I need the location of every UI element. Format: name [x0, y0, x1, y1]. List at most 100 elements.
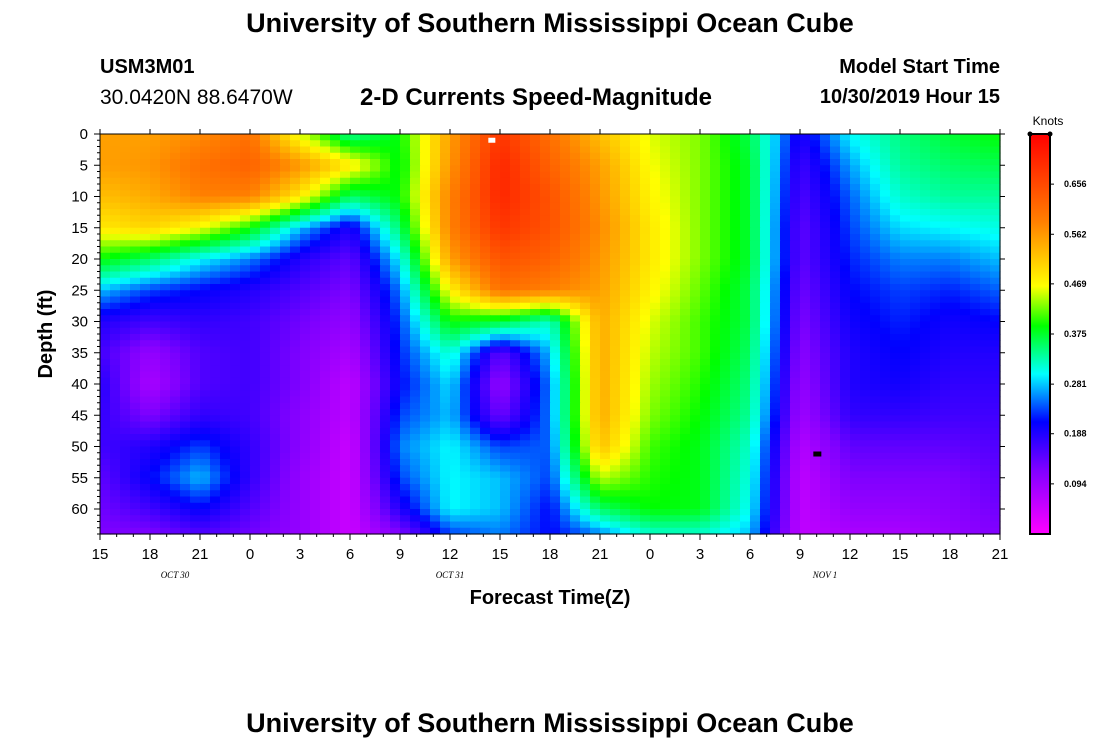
heatmap-cell	[580, 296, 591, 304]
heatmap-cell	[970, 327, 981, 335]
heatmap-cell	[230, 165, 241, 173]
heatmap-cell	[790, 390, 801, 398]
heatmap-cell	[220, 265, 231, 273]
heatmap-cell	[300, 159, 311, 166]
heatmap-cell	[870, 427, 881, 435]
heatmap-cell	[700, 159, 711, 166]
heatmap-cell	[360, 184, 371, 191]
heatmap-cell	[540, 215, 551, 223]
heatmap-cell	[160, 290, 171, 298]
heatmap-cell	[100, 346, 111, 354]
heatmap-cell	[290, 309, 301, 316]
heatmap-cell	[510, 377, 521, 385]
heatmap-cell	[540, 171, 551, 179]
heatmap-cell	[990, 396, 1001, 404]
heatmap-cell	[820, 452, 831, 460]
heatmap-cell	[700, 359, 711, 366]
heatmap-cell	[160, 134, 171, 141]
heatmap-cell	[730, 165, 741, 173]
heatmap-cell	[310, 427, 321, 435]
heatmap-cell	[280, 165, 291, 173]
heatmap-cell	[490, 265, 501, 273]
heatmap-cell	[770, 134, 781, 141]
heatmap-cell	[840, 234, 851, 241]
heatmap-cell	[910, 402, 921, 410]
heatmap-cell	[260, 371, 271, 379]
heatmap-cell	[500, 184, 511, 191]
heatmap-cell	[400, 190, 411, 198]
heatmap-cell	[240, 140, 251, 148]
heatmap-cell	[220, 140, 231, 148]
heatmap-cell	[620, 171, 631, 179]
heatmap-cell	[680, 327, 691, 335]
heatmap-cell	[470, 415, 481, 423]
heatmap-cell	[930, 352, 941, 360]
heatmap-cell	[130, 409, 141, 416]
heatmap-cell	[320, 209, 331, 216]
heatmap-cell	[160, 202, 171, 210]
heatmap-cell	[970, 277, 981, 285]
heatmap-cell	[570, 252, 581, 260]
heatmap-cell	[370, 346, 381, 354]
heatmap-cell	[470, 277, 481, 285]
heatmap-cell	[810, 196, 821, 204]
heatmap-cell	[320, 309, 331, 316]
heatmap-cell	[730, 352, 741, 360]
heatmap-cell	[820, 134, 831, 141]
heatmap-cell	[330, 246, 341, 254]
heatmap-cell	[750, 271, 761, 279]
heatmap-cell	[290, 227, 301, 235]
heatmap-cell	[220, 302, 231, 310]
heatmap-cell	[900, 334, 911, 341]
heatmap-cell	[490, 184, 501, 191]
heatmap-cell	[270, 452, 281, 460]
heatmap-cell	[240, 352, 251, 360]
heatmap-cell	[580, 227, 591, 235]
heatmap-cell	[310, 140, 321, 148]
heatmap-cell	[870, 415, 881, 423]
heatmap-cell	[100, 446, 111, 454]
heatmap-cell	[570, 196, 581, 204]
heatmap-cell	[270, 334, 281, 341]
heatmap-cell	[430, 340, 441, 348]
heatmap-cell	[360, 159, 371, 166]
heatmap-cell	[880, 302, 891, 310]
heatmap-cell	[200, 396, 211, 404]
heatmap-cell	[360, 209, 371, 216]
heatmap-cell	[940, 202, 951, 210]
heatmap-cell	[520, 390, 531, 398]
heatmap-cell	[870, 202, 881, 210]
heatmap-cell	[900, 302, 911, 310]
heatmap-cell	[540, 471, 551, 479]
heatmap-cell	[980, 371, 991, 379]
heatmap-cell	[650, 334, 661, 341]
heatmap-cell	[780, 252, 791, 260]
heatmap-cell	[900, 271, 911, 279]
heatmap-cell	[890, 471, 901, 479]
heatmap-cell	[700, 302, 711, 310]
heatmap-cell	[920, 202, 931, 210]
heatmap-cell	[370, 359, 381, 366]
heatmap-cell	[630, 152, 641, 160]
heatmap-cell	[420, 196, 431, 204]
heatmap-cell	[250, 159, 261, 166]
heatmap-cell	[300, 190, 311, 198]
heatmap-cell	[760, 284, 771, 291]
heatmap-cell	[190, 196, 201, 204]
heatmap-cell	[270, 309, 281, 316]
heatmap-cell	[710, 384, 721, 391]
heatmap-cell	[370, 140, 381, 148]
heatmap-cell	[530, 271, 541, 279]
heatmap-cell	[910, 215, 921, 223]
heatmap-cell	[870, 309, 881, 316]
heatmap-cell	[770, 434, 781, 441]
heatmap-cell	[970, 396, 981, 404]
heatmap-cell	[800, 165, 811, 173]
heatmap-cell	[170, 165, 181, 173]
heatmap-cell	[280, 321, 291, 329]
heatmap-cell	[200, 384, 211, 391]
heatmap-cell	[310, 184, 321, 191]
heatmap-cell	[170, 434, 181, 441]
heatmap-cell	[230, 302, 241, 310]
heatmap-cell	[330, 202, 341, 210]
